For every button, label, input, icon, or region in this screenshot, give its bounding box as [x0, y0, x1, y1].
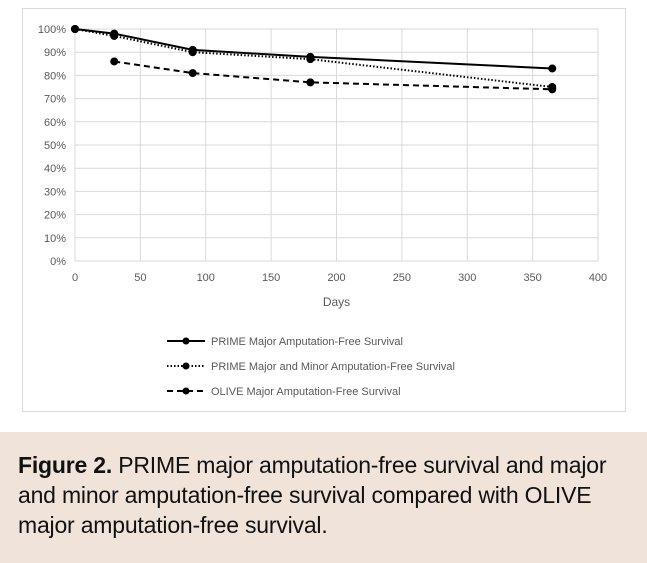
x-tick-label: 150 [262, 272, 280, 284]
x-tick-label: 100 [197, 272, 215, 284]
data-point [110, 31, 119, 40]
x-tick-label: 250 [393, 272, 411, 284]
legend-label: PRIME Major Amputation-Free Survival [211, 336, 403, 348]
series-line-solid [74, 28, 553, 70]
x-tick-label: 200 [327, 272, 345, 284]
legend-label: PRIME Major and Minor Amputation-Free Su… [211, 361, 455, 373]
x-tick-label: 300 [458, 272, 476, 284]
y-tick-label: 50% [44, 140, 66, 152]
y-tick-label: 40% [44, 163, 66, 175]
x-tick-label: 50 [134, 272, 146, 284]
data-point [306, 55, 315, 64]
y-tick-label: 30% [44, 186, 66, 198]
y-tick-label: 60% [44, 117, 66, 129]
y-tick-label: 70% [44, 94, 66, 106]
legend-marker [182, 362, 190, 370]
y-tick-label: 0% [50, 256, 66, 268]
data-point [548, 85, 557, 94]
x-tick-label: 400 [589, 272, 607, 284]
legend-marker [182, 387, 190, 395]
x-tick-label: 350 [523, 272, 541, 284]
line-chart: 0% 10% 20% 30% 40% 50% 60% 70% 80% 90% 100% 0 50 100 1… [38, 24, 607, 398]
legend-marker [182, 337, 190, 345]
y-tick-label: 10% [44, 233, 66, 245]
figure-caption: Figure 2. PRIME major amputation-free su… [0, 432, 647, 563]
y-tick-label: 80% [44, 70, 66, 82]
data-point [71, 25, 79, 33]
data-point [188, 69, 197, 78]
x-axis-label: Days [323, 295, 350, 309]
legend-label: OLIVE Major Amputation-Free Survival [211, 386, 401, 398]
data-point [548, 64, 557, 73]
y-tick-label: 90% [44, 47, 66, 59]
x-tick-label: 0 [72, 272, 78, 284]
data-point [110, 57, 119, 66]
data-point [188, 48, 197, 57]
caption-label: Figure 2. [18, 452, 113, 478]
data-point [306, 78, 315, 87]
y-tick-label: 100% [38, 24, 66, 36]
caption-text: PRIME major amputation-free survival and… [18, 452, 607, 538]
y-tick-label: 20% [44, 210, 66, 222]
